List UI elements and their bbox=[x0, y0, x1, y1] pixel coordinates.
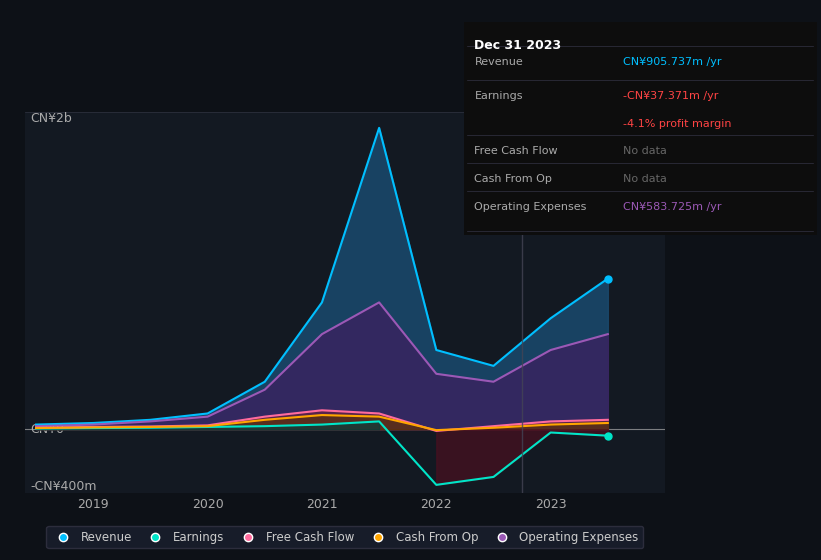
Text: Cash From Op: Cash From Op bbox=[475, 174, 553, 184]
Text: Dec 31 2023: Dec 31 2023 bbox=[475, 39, 562, 53]
Text: Revenue: Revenue bbox=[475, 57, 523, 67]
Text: Operating Expenses: Operating Expenses bbox=[475, 202, 587, 212]
Text: No data: No data bbox=[622, 147, 667, 156]
Text: Earnings: Earnings bbox=[475, 91, 523, 101]
Text: Free Cash Flow: Free Cash Flow bbox=[475, 147, 558, 156]
Text: -CN¥37.371m /yr: -CN¥37.371m /yr bbox=[622, 91, 718, 101]
Text: CN¥0: CN¥0 bbox=[30, 423, 64, 436]
Text: -4.1% profit margin: -4.1% profit margin bbox=[622, 119, 732, 129]
Text: CN¥905.737m /yr: CN¥905.737m /yr bbox=[622, 57, 721, 67]
Text: -CN¥400m: -CN¥400m bbox=[30, 480, 97, 493]
Text: No data: No data bbox=[622, 174, 667, 184]
Legend: Revenue, Earnings, Free Cash Flow, Cash From Op, Operating Expenses: Revenue, Earnings, Free Cash Flow, Cash … bbox=[46, 526, 644, 548]
Text: CN¥583.725m /yr: CN¥583.725m /yr bbox=[622, 202, 721, 212]
Text: CN¥2b: CN¥2b bbox=[30, 112, 72, 125]
